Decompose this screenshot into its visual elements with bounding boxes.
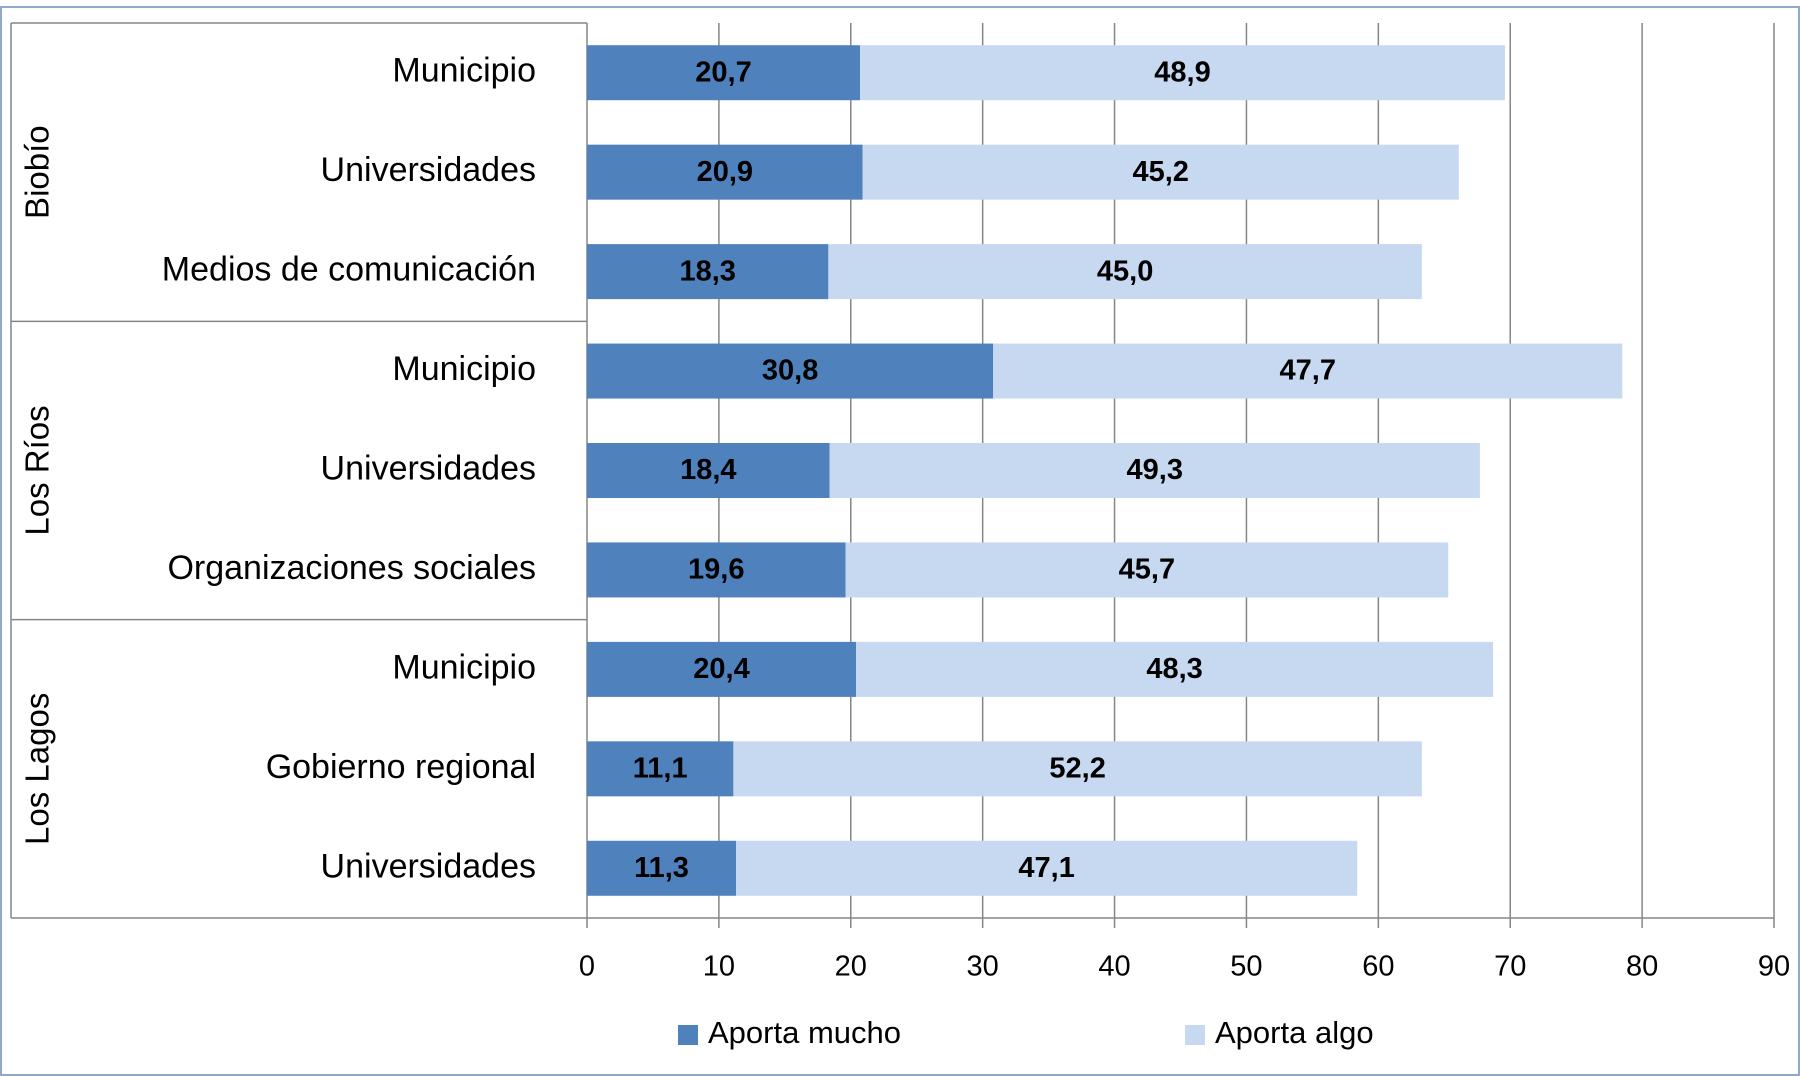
data-label: 20,9 bbox=[697, 156, 753, 188]
data-label: 18,4 bbox=[680, 454, 736, 486]
data-label: 52,2 bbox=[1049, 752, 1105, 784]
y-tick-label: Universidades bbox=[321, 449, 536, 487]
y-tick-label: Organizaciones sociales bbox=[167, 549, 536, 587]
bar-segment bbox=[845, 542, 1449, 598]
bar-segment bbox=[587, 244, 829, 300]
data-label: 11,1 bbox=[633, 752, 688, 784]
data-label: 19,6 bbox=[688, 554, 744, 586]
data-label: 45,2 bbox=[1132, 156, 1188, 188]
x-tick-label: 30 bbox=[967, 951, 999, 983]
group-label: Los Ríos bbox=[19, 405, 56, 535]
bar-segment bbox=[587, 741, 734, 797]
chart-frame bbox=[0, 6, 1800, 1076]
legend-label: Aporta algo bbox=[1215, 1015, 1374, 1050]
y-tick-label: Medios de comunicación bbox=[162, 251, 536, 289]
legend-swatch bbox=[1185, 1025, 1205, 1045]
x-tick-label: 60 bbox=[1362, 951, 1394, 983]
x-tick-label: 40 bbox=[1098, 951, 1130, 983]
data-label: 30,8 bbox=[762, 355, 818, 387]
x-tick-label: 20 bbox=[835, 951, 867, 983]
bar-segment bbox=[828, 244, 1422, 300]
y-tick-label: Municipio bbox=[392, 648, 536, 686]
legend-label: Aporta mucho bbox=[708, 1015, 901, 1050]
data-label: 45,7 bbox=[1119, 554, 1175, 586]
data-label: 18,3 bbox=[679, 255, 735, 287]
data-label: 48,9 bbox=[1154, 56, 1210, 88]
bar-segment bbox=[829, 443, 1480, 498]
bar-segment bbox=[587, 542, 846, 598]
legend-swatch bbox=[678, 1025, 698, 1045]
data-label: 47,7 bbox=[1280, 355, 1336, 387]
y-tick-label: Universidades bbox=[321, 151, 536, 189]
x-tick-label: 80 bbox=[1626, 951, 1658, 983]
data-label: 45,0 bbox=[1097, 255, 1153, 287]
data-label: 47,1 bbox=[1018, 852, 1074, 884]
bar-segment bbox=[587, 343, 994, 399]
bar-segment bbox=[733, 741, 1422, 797]
x-tick-label: 0 bbox=[579, 951, 595, 983]
bar-segment bbox=[862, 144, 1459, 200]
x-tick-label: 70 bbox=[1494, 951, 1526, 983]
bar-segment bbox=[587, 641, 857, 697]
bar-segment bbox=[587, 840, 737, 896]
data-label: 48,3 bbox=[1146, 653, 1202, 685]
bar-segment bbox=[860, 45, 1505, 101]
bar-segment bbox=[587, 144, 863, 200]
bar-segment bbox=[856, 641, 1494, 697]
y-tick-label: Municipio bbox=[392, 350, 536, 388]
y-tick-label: Municipio bbox=[392, 52, 536, 90]
data-label: 49,3 bbox=[1127, 454, 1183, 486]
data-label: 20,7 bbox=[695, 56, 751, 88]
bar-segment bbox=[993, 343, 1623, 399]
group-label: Biobío bbox=[19, 125, 56, 219]
x-tick-label: 90 bbox=[1758, 951, 1790, 983]
data-label: 20,4 bbox=[693, 653, 749, 685]
data-label: 11,3 bbox=[634, 852, 689, 884]
bar-segment bbox=[587, 45, 861, 101]
bar-segment bbox=[736, 840, 1358, 896]
y-tick-label: Universidades bbox=[321, 847, 536, 885]
group-label: Los Lagos bbox=[19, 693, 56, 845]
x-tick-label: 50 bbox=[1230, 951, 1262, 983]
y-tick-label: Gobierno regional bbox=[266, 748, 536, 786]
x-tick-label: 10 bbox=[703, 951, 735, 983]
bar-segment bbox=[587, 443, 830, 498]
